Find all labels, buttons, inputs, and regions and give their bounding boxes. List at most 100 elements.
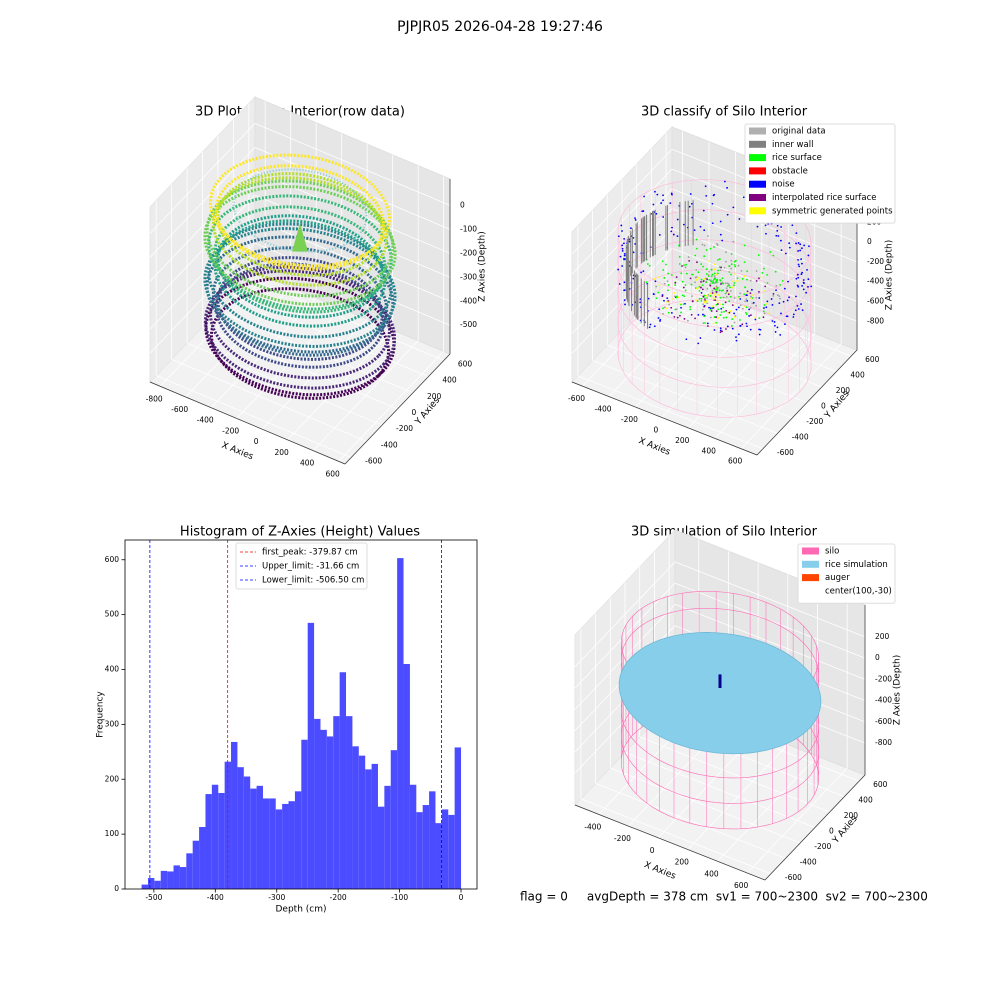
histogram-bar [179, 867, 187, 889]
cloud-point [778, 302, 781, 305]
inner-ring [232, 168, 368, 253]
cloud-point [744, 305, 746, 308]
histogram-bar [282, 803, 289, 889]
cloud-point [667, 272, 670, 275]
cloud-point [720, 311, 723, 313]
cloud-point [676, 218, 679, 221]
legend-swatch [802, 547, 819, 555]
cloud-point [704, 185, 707, 188]
cloud-point [749, 292, 752, 295]
cloud-point [754, 316, 757, 319]
cloud-point [766, 282, 769, 284]
cloud-point [700, 286, 702, 289]
cloud-point [734, 273, 737, 275]
cloud-point [724, 282, 727, 285]
cloud-point [674, 281, 677, 284]
cloud-point [663, 282, 666, 285]
cloud-point [710, 268, 713, 271]
cloud-point [722, 296, 725, 299]
cloud-point [679, 314, 681, 317]
status-footer: flag = 0 avgDepth = 378 cm sv1 = 700~230… [520, 890, 928, 904]
cloud-point [722, 306, 725, 309]
cloud-point [712, 280, 715, 282]
x-tick-label: 600 [734, 881, 749, 890]
x-tick-label: -400 [197, 416, 214, 425]
cloud-point [703, 315, 706, 318]
cloud-point [694, 254, 697, 257]
cloud-point [715, 316, 718, 318]
y-tick-label: 0 [412, 408, 417, 417]
cloud-point [800, 273, 803, 276]
legend-label: auger [825, 573, 850, 583]
x-tick-label: 400 [704, 869, 719, 878]
grid-line [671, 188, 858, 263]
x-tick-label: -500 [145, 893, 162, 902]
histogram-bar [141, 884, 148, 889]
cloud-point [755, 296, 758, 299]
cloud-point [673, 292, 676, 294]
cloud-point [730, 259, 733, 262]
cloud-point [703, 277, 706, 280]
cloud-point [778, 295, 781, 298]
cloud-point [705, 294, 708, 297]
cloud-point [686, 319, 689, 322]
cloud-point [758, 317, 761, 320]
cloud-point [741, 323, 744, 326]
cloud-point [792, 313, 795, 316]
histogram-bar [390, 750, 398, 889]
cloud-point [800, 303, 802, 305]
cloud-point [697, 276, 700, 279]
histogram-bar [339, 672, 347, 889]
cloud-point [689, 277, 692, 280]
cloud-point [632, 237, 635, 239]
cloud-point [715, 303, 718, 306]
cloud-point [683, 317, 686, 320]
cloud-point [618, 283, 621, 285]
histogram-bar [397, 558, 404, 889]
histogram-bar [454, 747, 462, 889]
legend-label: inner wall [772, 140, 813, 150]
cloud-point [735, 339, 738, 342]
cloud-point [700, 263, 703, 265]
cloud-point [799, 243, 802, 246]
cloud-point [711, 289, 714, 292]
cloud-point [725, 287, 728, 289]
cloud-point [703, 294, 706, 297]
cloud-point [702, 313, 704, 316]
grid-line [574, 561, 676, 668]
cloud-point [739, 298, 742, 300]
histogram-bar [371, 763, 378, 889]
cloud-point [716, 299, 719, 302]
cloud-point [713, 272, 716, 275]
grid-line [156, 375, 352, 458]
cloud-point [715, 273, 718, 276]
cloud-point [670, 274, 673, 276]
cloud-point [807, 278, 810, 281]
cloud-point [658, 308, 661, 311]
x-tick-label: 0 [459, 893, 464, 902]
cloud-point [730, 263, 733, 266]
cloud-point [711, 306, 713, 309]
grid-line [595, 783, 786, 859]
cloud-point [758, 333, 761, 336]
x-tick-label: 200 [675, 436, 690, 445]
cloud-point [655, 285, 658, 288]
cloud-point [687, 256, 690, 258]
histogram-bar [147, 878, 155, 889]
legend-label: first_peak: -379.87 cm [262, 548, 358, 558]
cloud-point [662, 313, 664, 315]
cloud-point [745, 298, 748, 300]
cloud-point [740, 270, 743, 272]
cloud-point [744, 311, 747, 314]
cloud-point [728, 311, 731, 314]
histogram-bar [333, 716, 340, 889]
cloud-point [733, 282, 736, 284]
cloud-point [665, 263, 667, 266]
cloud-point [705, 249, 708, 251]
histogram-bar [320, 729, 327, 889]
grid-line [171, 358, 367, 442]
cloud-point [712, 194, 715, 197]
cloud-point [746, 290, 749, 293]
cloud-point [668, 303, 670, 306]
cloud-point [738, 218, 741, 220]
